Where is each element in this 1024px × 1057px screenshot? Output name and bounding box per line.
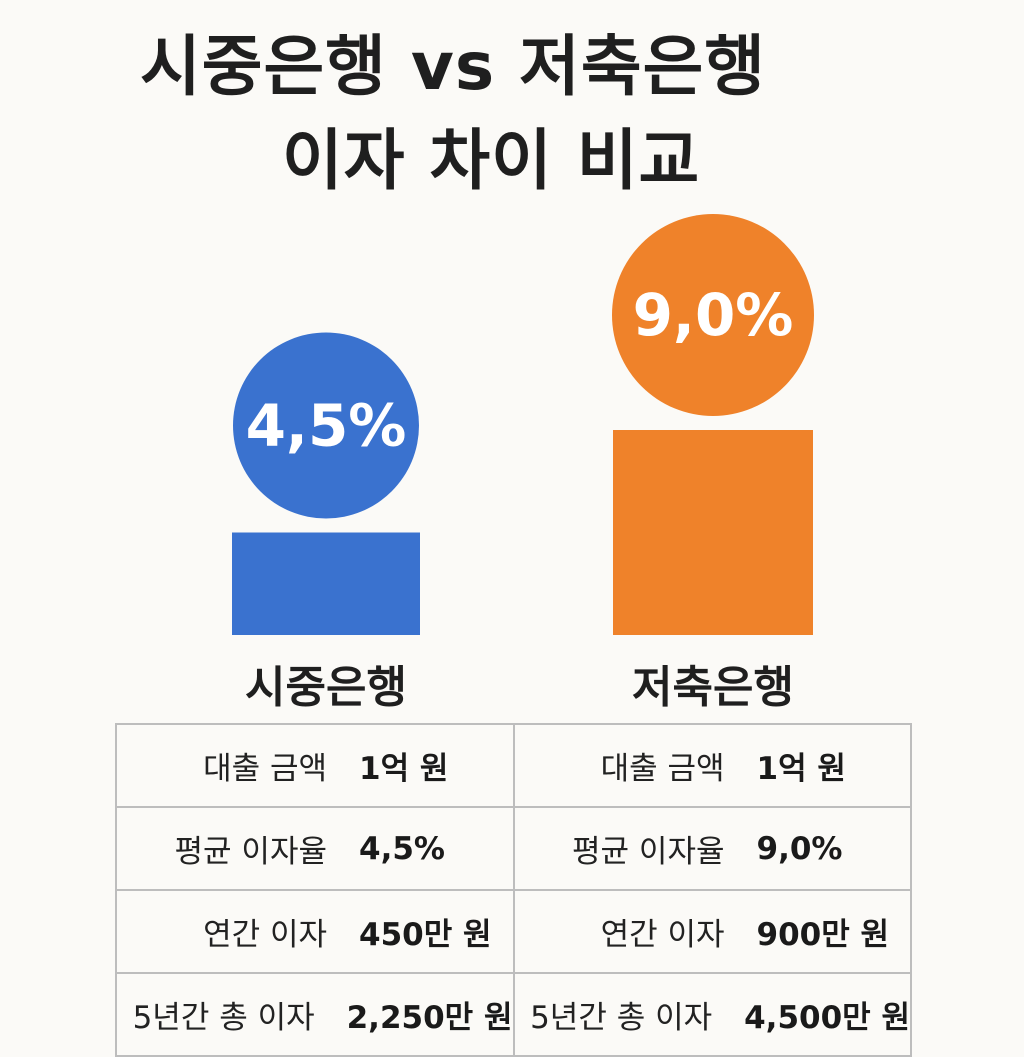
row-value: 450만 원 bbox=[359, 917, 492, 953]
row-value: 1억 원 bbox=[359, 751, 449, 787]
data-label: 4,5% bbox=[246, 392, 407, 460]
bar-commercial bbox=[232, 532, 420, 635]
bar-savings bbox=[613, 430, 813, 635]
row-value: 1억 원 bbox=[756, 751, 846, 787]
table-cell-savings: 대출 금액 1억 원 bbox=[514, 725, 912, 808]
table-row: 연간 이자 450만 원 연간 이자 900만 원 bbox=[117, 891, 912, 974]
table-cell-commercial: 대출 금액 1억 원 bbox=[117, 725, 515, 808]
row-label: 대출 금액 bbox=[203, 751, 327, 787]
row-value: 2,250만 원 bbox=[346, 1000, 513, 1036]
row-label: 연간 이자 bbox=[600, 917, 725, 953]
table-row: 평균 이자율 4,5% 평균 이자율 9,0% bbox=[117, 808, 912, 891]
table-row: 5년간 총 이자 2,250만 원 5년간 총 이자 4,500만 원 bbox=[117, 974, 912, 1057]
data-label: 9,0% bbox=[633, 281, 794, 349]
rate-circle-commercial bbox=[233, 332, 419, 519]
category-label: 시중은행 bbox=[245, 662, 407, 713]
row-label: 평균 이자율 bbox=[572, 834, 725, 870]
comparison-table: 대출 금액 1억 원 대출 금액 1억 원 평균 이자율 4,5% 평균 이자율… bbox=[115, 723, 912, 1057]
row-value: 4,500만 원 bbox=[744, 1000, 910, 1036]
row-label: 5년간 총 이자 bbox=[132, 1000, 315, 1036]
row-label: 5년간 총 이자 bbox=[530, 1000, 713, 1036]
row-value: 4,5% bbox=[359, 830, 445, 867]
row-label: 연간 이자 bbox=[203, 917, 327, 953]
table-row: 대출 금액 1억 원 대출 금액 1억 원 bbox=[117, 725, 912, 808]
table-cell-commercial: 평균 이자율 4,5% bbox=[117, 808, 515, 891]
rate-circle-savings bbox=[612, 214, 814, 416]
page-title-line-1: 시중은행 vs 저축은행 bbox=[140, 28, 767, 105]
row-label: 대출 금액 bbox=[600, 751, 725, 787]
row-label: 평균 이자율 bbox=[174, 834, 327, 870]
table-cell-savings: 평균 이자율 9,0% bbox=[514, 808, 912, 891]
row-value: 9,0% bbox=[756, 830, 843, 867]
table-cell-commercial: 연간 이자 450만 원 bbox=[117, 891, 515, 974]
category-label: 저축은행 bbox=[632, 662, 794, 713]
row-value: 900만 원 bbox=[756, 917, 890, 953]
table-cell-savings: 5년간 총 이자 4,500만 원 bbox=[514, 974, 912, 1057]
table-cell-savings: 연간 이자 900만 원 bbox=[514, 891, 912, 974]
table-cell-commercial: 5년간 총 이자 2,250만 원 bbox=[117, 974, 515, 1057]
bar-chart: 4,5% 시중은행 9,0% 저축은행 bbox=[232, 214, 814, 713]
page-title-line-2: 이자 차이 비교 bbox=[282, 122, 701, 199]
